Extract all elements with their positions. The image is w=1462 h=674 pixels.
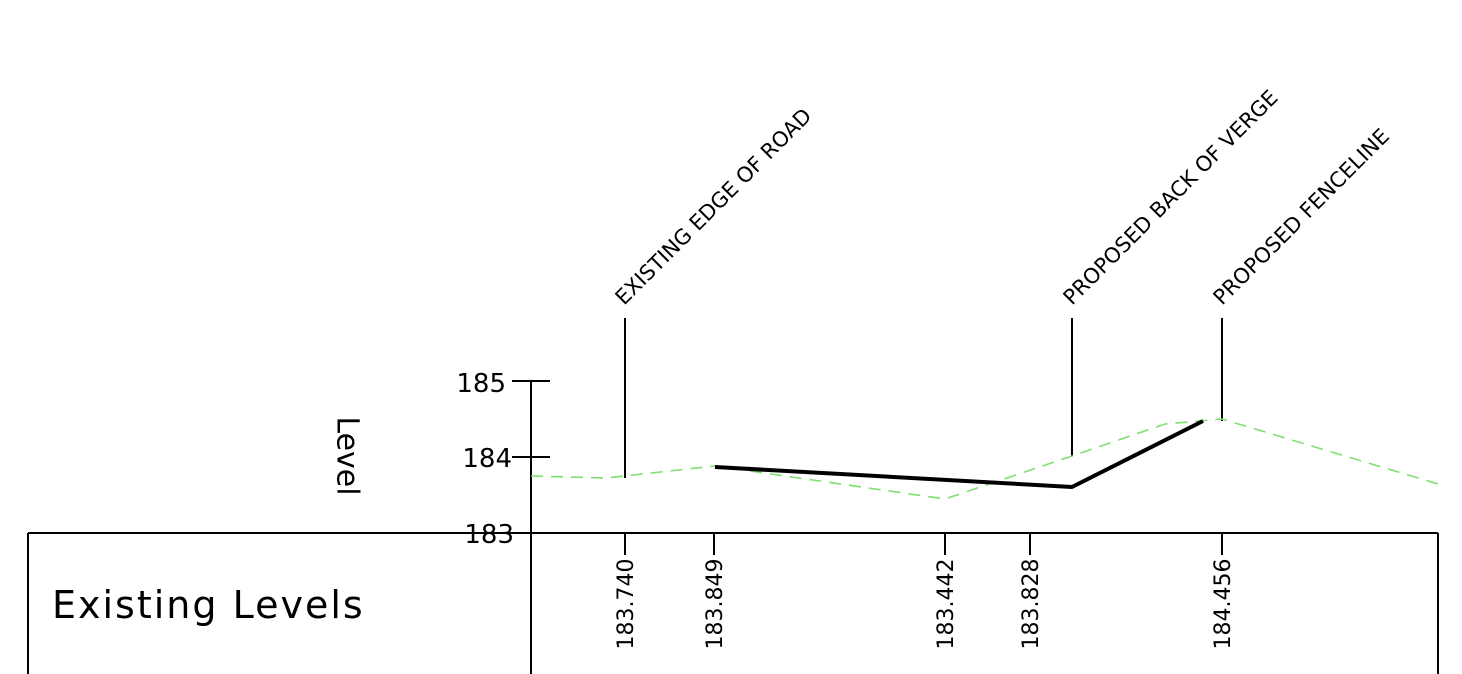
proposed-levels-profile <box>714 419 1204 489</box>
level-value-4: 183.828 <box>1019 559 1044 650</box>
callout-label-edge-of-road: EXISTING EDGE OF ROAD <box>611 104 817 310</box>
y-axis-title: Level <box>330 416 365 495</box>
level-value-3: 183.442 <box>934 559 959 650</box>
level-value-5: 184.456 <box>1211 559 1236 650</box>
y-tick-label-184: 184 <box>462 444 512 474</box>
level-value-2: 183.849 <box>703 559 728 650</box>
level-value-1: 183.740 <box>614 559 639 650</box>
callout-label-fenceline: PROPOSED FENCELINE <box>1209 124 1394 309</box>
y-tick-label-185: 185 <box>456 369 506 399</box>
table-row-label: Existing Levels <box>52 583 365 627</box>
y-tick-label-183: 183 <box>464 520 514 550</box>
existing-levels-profile <box>530 418 1439 500</box>
